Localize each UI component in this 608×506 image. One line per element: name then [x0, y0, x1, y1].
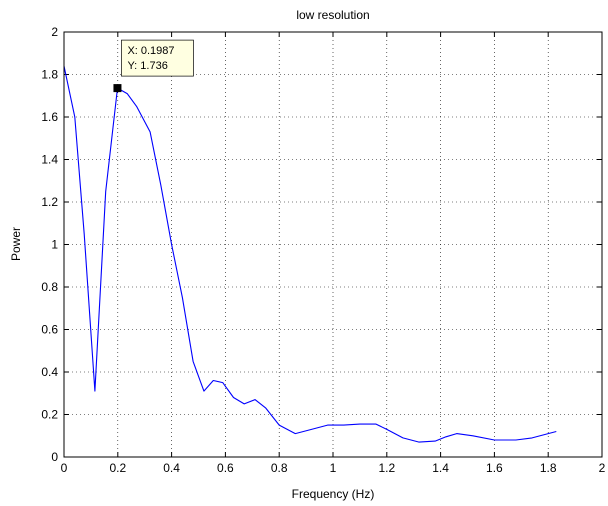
- y-tick-label: 0.6: [41, 323, 58, 337]
- datatip-x-label: X: 0.1987: [127, 45, 174, 57]
- y-tick-label: 1.4: [41, 153, 58, 167]
- x-tick-label: 2: [599, 461, 606, 475]
- y-tick-label: 2: [51, 25, 58, 39]
- x-tick-label: 0.2: [109, 461, 126, 475]
- y-axis-label: Power: [9, 227, 23, 261]
- y-tick-label: 0: [51, 450, 58, 464]
- x-tick-label: 0: [61, 461, 68, 475]
- y-tick-label: 0.4: [41, 365, 58, 379]
- axis-ticks: 0 0.2 0.4 0.6 0.8 1 1.2 1.4 1.6 1.8 2 0 0.2 0.4 0.6 0.8…: [41, 25, 605, 475]
- y-tick-label: 1.8: [41, 68, 58, 82]
- y-tick-label: 1: [51, 238, 58, 252]
- data-tip[interactable]: X: 0.1987 Y: 1.736: [113, 39, 194, 93]
- power-series-line: [63, 65, 557, 443]
- x-tick-label: 0.6: [217, 461, 234, 475]
- y-tick-label: 0.8: [41, 280, 58, 294]
- x-tick-label: 1.6: [486, 461, 503, 475]
- datatip-marker[interactable]: [113, 84, 122, 93]
- datatip-y-label: Y: 1.736: [127, 60, 167, 72]
- x-tick-label: 1.4: [432, 461, 449, 475]
- x-tick-label: 1.8: [540, 461, 557, 475]
- datatip-box: [121, 39, 194, 77]
- y-tick-label: 1.2: [41, 195, 58, 209]
- x-tick-label: 0.8: [271, 461, 288, 475]
- x-tick-label: 1: [330, 461, 337, 475]
- y-tick-label: 0.2: [41, 408, 58, 422]
- x-tick-label: 0.4: [163, 461, 180, 475]
- x-tick-label: 1.2: [378, 461, 395, 475]
- chart-title: low resolution: [296, 8, 369, 22]
- grid-lines: [64, 32, 602, 457]
- series-layer: [63, 65, 557, 443]
- x-axis-label: Frequency (Hz): [292, 487, 375, 501]
- y-tick-label: 1.6: [41, 110, 58, 124]
- plot-frame: [63, 31, 603, 458]
